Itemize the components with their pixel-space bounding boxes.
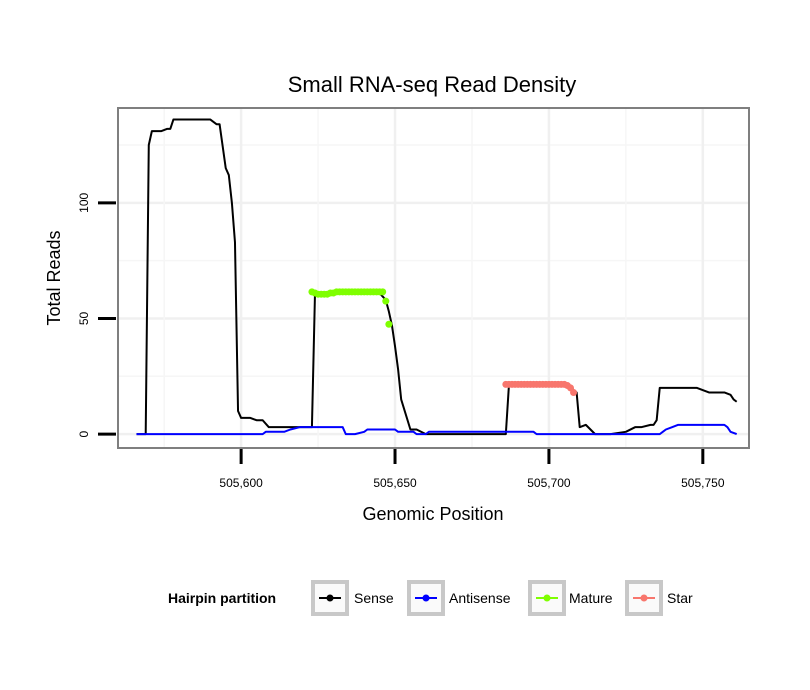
legend-label-sense: Sense	[354, 590, 394, 606]
x-tick-label: 505,750	[681, 476, 725, 490]
legend-point-mature	[543, 594, 551, 602]
series-line-sense	[136, 118, 738, 436]
x-tick-label: 505,700	[527, 476, 571, 490]
panel-border	[117, 107, 750, 449]
legend-label-star: Star	[667, 590, 693, 606]
y-tick-label: 100	[77, 192, 91, 212]
legend: Hairpin partition Sense Antisense Mature St…	[168, 580, 693, 616]
point-mature	[382, 297, 390, 305]
x-tick-label: 505,600	[219, 476, 263, 490]
y-tick-label: 50	[77, 312, 91, 326]
y-axis-title: Total Reads	[44, 230, 64, 325]
point-mature	[379, 288, 387, 296]
point-star	[570, 388, 578, 396]
point-mature	[385, 320, 393, 328]
x-axis-title: Genomic Position	[362, 504, 503, 524]
y-tick-label: 0	[77, 430, 91, 437]
series-line-antisense	[136, 423, 738, 436]
plot-panel	[118, 108, 749, 448]
legend-label-mature: Mature	[569, 590, 613, 606]
legend-point-antisense	[422, 594, 430, 602]
x-tick-label: 505,650	[373, 476, 417, 490]
legend-key-star	[625, 580, 663, 616]
legend-point-sense	[326, 594, 334, 602]
legend-point-star	[640, 594, 648, 602]
legend-title: Hairpin partition	[168, 590, 276, 606]
legend-label-antisense: Antisense	[449, 590, 511, 606]
series-layer	[136, 118, 738, 436]
chart-title: Small RNA-seq Read Density	[288, 72, 577, 97]
axes: 505,600 505,650 505,700 505,750 0 50 100	[77, 192, 725, 490]
